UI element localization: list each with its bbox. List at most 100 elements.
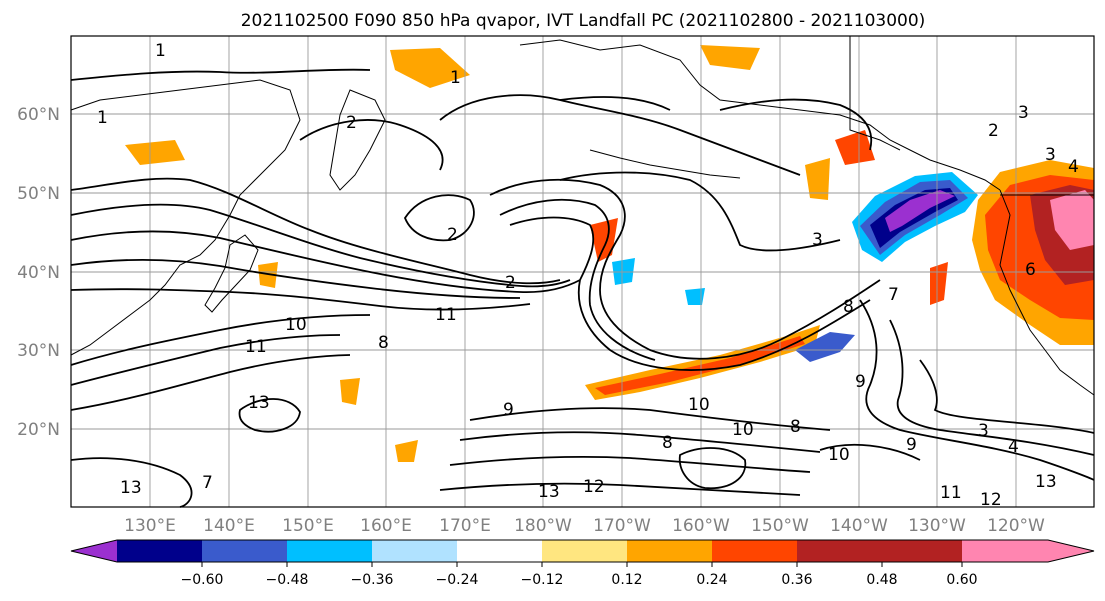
colorbar-tick-label: 0.36 [781, 572, 812, 588]
contour-label: 11 [245, 337, 267, 357]
contour-label: 13 [538, 482, 560, 502]
contour-labels: 1 1 1 2 2 2 2 3 3 3 3 4 4 6 7 7 8 8 8 8 … [97, 41, 1079, 510]
contour-label: 3 [978, 421, 989, 441]
contour-label: 4 [1008, 437, 1019, 457]
ivt-contours [70, 68, 1095, 508]
contour-label: 9 [855, 372, 866, 392]
contour-label: 8 [790, 417, 801, 437]
colorbar-tick-label: −0.48 [266, 572, 309, 588]
contour-label: 2 [346, 113, 357, 133]
anomaly-patch-4 [125, 140, 185, 165]
contour-label: 3 [812, 230, 823, 250]
colorbar-tick-label: 0.12 [611, 572, 642, 588]
coast-alaska [519, 39, 1001, 191]
anomaly-patch-1 [390, 48, 470, 88]
shaded-anomalies [125, 45, 1094, 462]
graticule [71, 36, 1094, 507]
border-alaska-canada [849, 36, 901, 151]
lat-label-40n: 40°N [17, 263, 60, 283]
lon-label-150e: 150°E [282, 516, 334, 536]
contour-label: 3 [1045, 145, 1056, 165]
lon-label-170w: 170°W [593, 516, 651, 536]
colorbar-segment [627, 540, 712, 562]
colorbar-segment [287, 540, 372, 562]
coastlines [70, 36, 1095, 396]
colorbar-extend-right [1048, 540, 1094, 562]
lon-label-180w: 180°W [514, 516, 572, 536]
lat-label-50n: 50°N [17, 184, 60, 204]
lon-label-160w: 160°W [672, 516, 730, 536]
colorbar-segment [117, 540, 202, 562]
anomaly-patch-8 [340, 378, 360, 405]
colorbar-segment [882, 540, 962, 562]
contour-label: 13 [120, 478, 142, 498]
contour-label: 3 [1018, 103, 1029, 123]
colorbar-tick-label: −0.60 [181, 572, 224, 588]
contour-label: 4 [1068, 157, 1079, 177]
contour-label: 2 [505, 273, 516, 293]
longitude-labels: 130°E 140°E 150°E 160°E 170°E 180°W 170°… [124, 516, 1045, 536]
lon-label-150w: 150°W [751, 516, 809, 536]
latitude-labels: 60°N 50°N 40°N 30°N 20°N [17, 105, 60, 440]
lon-label-160e: 160°E [360, 516, 412, 536]
contour-label: 9 [503, 400, 514, 420]
lat-label-30n: 30°N [17, 341, 60, 361]
map-frame [70, 35, 1095, 508]
coast-north-america [999, 189, 1095, 396]
contour-label: 13 [1035, 472, 1057, 492]
lon-label-130e: 130°E [124, 516, 176, 536]
colorbar-extend-left [71, 540, 117, 562]
contour-label: 6 [1025, 260, 1036, 280]
lon-label-140w: 140°W [830, 516, 888, 536]
contour-label: 9 [906, 435, 917, 455]
contour-label: 11 [940, 483, 962, 503]
map-panel: 1 1 1 2 2 2 2 3 3 3 3 4 4 6 7 7 8 8 8 8 … [70, 35, 1095, 510]
colorbar: −0.60 −0.48 −0.36 −0.24 −0.12 0.12 0.24 … [70, 539, 1095, 588]
anomaly-patch-3 [835, 130, 875, 165]
lon-label-140e: 140°E [203, 516, 255, 536]
colorbar-segment [202, 540, 287, 562]
contour-label: 13 [248, 393, 270, 413]
colorbar-tick-label: 0.60 [946, 572, 977, 588]
anomaly-positive-west-coast-max [1050, 190, 1094, 250]
anomaly-patch-6 [612, 258, 635, 285]
coast-japan [204, 234, 259, 313]
coast-asia [70, 79, 301, 356]
lat-label-60n: 60°N [17, 105, 60, 125]
contour-label: 12 [980, 490, 1002, 510]
colorbar-outline [70, 539, 1095, 563]
contour-label: 7 [888, 285, 899, 305]
anomaly-negative-subtropical [795, 332, 855, 362]
contour-label: 2 [988, 121, 999, 141]
map-title: 2021102500 F090 850 hPa qvapor, IVT Land… [241, 11, 926, 31]
anomaly-patch-2 [700, 45, 760, 70]
colorbar-ticks [201, 562, 963, 567]
lon-label-120w: 120°W [987, 516, 1045, 536]
contour-label: 8 [843, 297, 854, 317]
colorbar-segment [542, 540, 627, 562]
contour-label: 12 [583, 477, 605, 497]
colorbar-tick-label: −0.12 [521, 572, 564, 588]
anomaly-patch-12 [685, 288, 705, 305]
anomaly-positive-subtropical-core [595, 336, 805, 395]
lon-label-130w: 130°W [908, 516, 966, 536]
anomaly-negative-max [885, 190, 955, 232]
coast-aleutians [589, 149, 741, 179]
anomaly-patch-9 [930, 262, 948, 305]
contour-label: 1 [155, 41, 166, 61]
coast-kamchatka [329, 89, 386, 191]
colorbar-segment [712, 540, 797, 562]
contour-label: 11 [435, 305, 457, 325]
contour-label: 10 [688, 395, 710, 415]
colorbar-segment [797, 540, 882, 562]
contour-label: 1 [97, 108, 108, 128]
colorbar-segment [962, 540, 1048, 562]
colorbar-tick-label: −0.36 [351, 572, 394, 588]
colorbar-segment [457, 540, 542, 562]
contour-label: 10 [732, 420, 754, 440]
contour-label: 10 [828, 445, 850, 465]
contour-label: 10 [285, 315, 307, 335]
lat-label-20n: 20°N [17, 420, 60, 440]
anomaly-patch-7 [805, 158, 830, 200]
